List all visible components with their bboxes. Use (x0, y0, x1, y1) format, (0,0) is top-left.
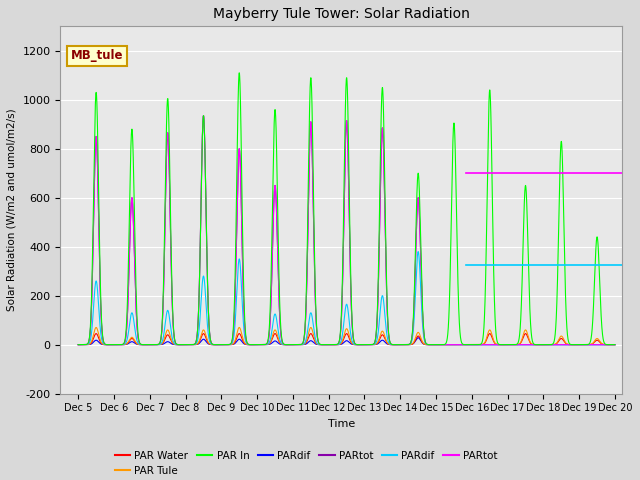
Title: Mayberry Tule Tower: Solar Radiation: Mayberry Tule Tower: Solar Radiation (212, 7, 470, 21)
Text: MB_tule: MB_tule (70, 49, 123, 62)
Legend: PAR Water, PAR Tule, PAR In, PARdif, PARtot, PARdif, PARtot: PAR Water, PAR Tule, PAR In, PARdif, PAR… (111, 446, 502, 480)
X-axis label: Time: Time (328, 419, 355, 429)
Y-axis label: Solar Radiation (W/m2 and umol/m2/s): Solar Radiation (W/m2 and umol/m2/s) (7, 108, 17, 311)
